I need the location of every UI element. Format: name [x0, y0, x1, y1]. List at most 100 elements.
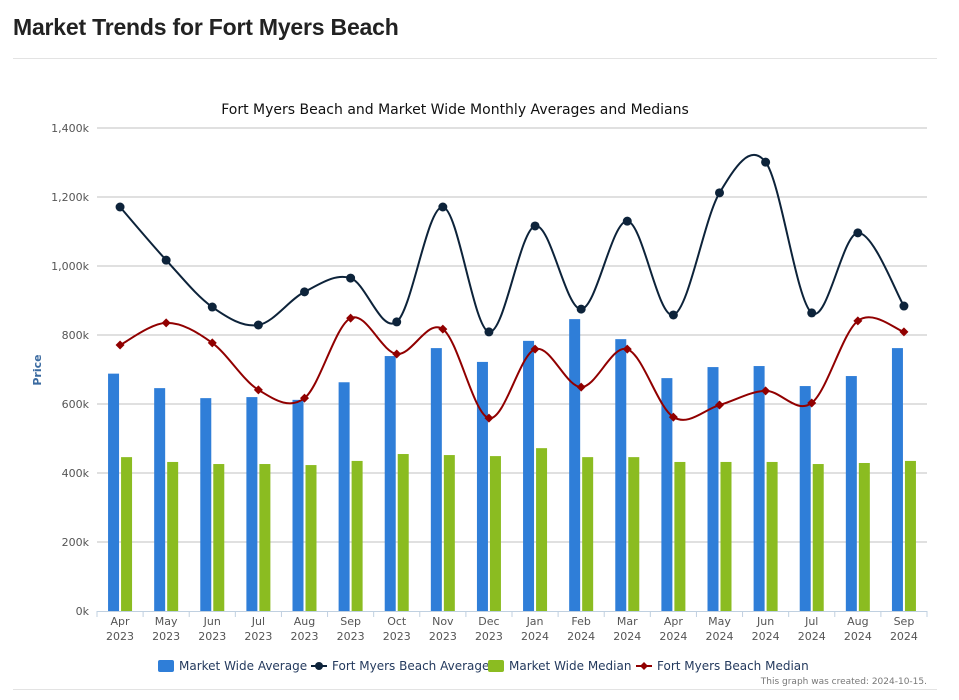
x-tick-label-year: 2024 — [659, 630, 687, 643]
legend-label: Fort Myers Beach Average — [332, 659, 489, 673]
x-tick-label-year: 2023 — [291, 630, 319, 643]
fort-myers-beach-median-point — [576, 382, 586, 392]
legend-item-market-wide-average[interactable]: Market Wide Average — [158, 659, 307, 673]
x-tick-label-month: Dec — [478, 615, 499, 628]
fort-myers-beach-average-point — [438, 202, 448, 212]
legend-item-fort-myers-beach-average[interactable]: Fort Myers Beach Average — [311, 659, 489, 673]
x-tick-label-year: 2023 — [475, 630, 503, 643]
market-wide-average-bar — [108, 373, 120, 611]
legend-label: Market Wide Average — [179, 659, 307, 673]
x-tick-label-month: Jul — [251, 615, 265, 628]
x-tick-label-month: Jul — [804, 615, 818, 628]
market-wide-average-bar — [384, 356, 396, 611]
market-wide-average-bar — [430, 348, 442, 611]
legend-item-fort-myers-beach-median[interactable]: Fort Myers Beach Median — [636, 659, 809, 673]
market-wide-median-bar — [121, 457, 133, 611]
fort-myers-beach-average-line — [119, 154, 905, 333]
x-tick-label-month: Sep — [340, 615, 361, 628]
chart-title: Fort Myers Beach and Market Wide Monthly… — [221, 102, 689, 118]
legend-marker-fort-myers-beach-average — [315, 662, 323, 670]
bottom-divider — [13, 689, 937, 690]
market-wide-average-bar — [246, 397, 258, 611]
fort-myers-beach-average-point — [576, 304, 586, 314]
fort-myers-beach-average-point — [899, 301, 909, 311]
market-wide-median-bar — [582, 457, 594, 611]
market-wide-average-bar — [799, 386, 811, 611]
legend-swatch-market-wide-median — [488, 660, 504, 672]
x-tick-label-year: 2024 — [567, 630, 595, 643]
fort-myers-beach-median-point — [392, 349, 402, 359]
market-wide-median-bar — [628, 457, 640, 611]
x-tick-label-year: 2023 — [106, 630, 134, 643]
x-axis: Apr 2023 May 2023 Jun 2023 Jul 2023 Aug 2023 Sep 20… — [96, 611, 928, 643]
fort-myers-beach-average-point — [761, 157, 771, 167]
fort-myers-beach-median-point — [438, 324, 448, 334]
fort-myers-beach-average-point — [346, 273, 356, 283]
legend-item-market-wide-median[interactable]: Market Wide Median — [488, 659, 631, 673]
y-axis-ticks: 0k 200k 400k 600k 800k 1,000k 1,200k 1,400k — [51, 122, 89, 618]
market-wide-average-bar — [753, 366, 765, 611]
fort-myers-beach-average-point — [622, 216, 632, 226]
y-tick-label: 0k — [76, 605, 90, 618]
fort-myers-beach-median-point — [207, 338, 217, 348]
market-wide-median-bar — [259, 464, 271, 611]
fort-myers-beach-average-point — [715, 188, 724, 198]
fort-myers-beach-median-point — [715, 400, 724, 410]
market-wide-average-bar — [891, 348, 903, 611]
fort-myers-beach-average-point — [484, 327, 494, 337]
x-tick-label-month: Oct — [387, 615, 407, 628]
market-wide-median-bar — [305, 465, 317, 611]
market-wide-median-bar — [397, 454, 409, 611]
x-tick-label-month: Aug — [294, 615, 315, 628]
market-wide-median-bar — [858, 462, 870, 611]
market-wide-median-bar — [351, 460, 363, 611]
legend-marker-fort-myers-beach-median — [640, 662, 648, 670]
fort-myers-beach-average-point — [530, 221, 540, 231]
fort-myers-beach-average-point — [300, 287, 309, 297]
x-tick-label-month: Apr — [664, 615, 684, 628]
market-wide-median-bar — [766, 461, 778, 611]
fort-myers-beach-median-point — [899, 327, 909, 337]
market-wide-average-bar — [154, 388, 166, 611]
market-wide-average-bar — [200, 398, 212, 611]
x-tick-label-month: Nov — [432, 615, 454, 628]
y-tick-label: 600k — [62, 398, 90, 411]
fort-myers-beach-average-point — [807, 308, 817, 318]
x-tick-label-year: 2023 — [337, 630, 365, 643]
x-tick-label-month: May — [155, 615, 178, 628]
x-tick-label-month: Jan — [526, 615, 544, 628]
x-tick-label-year: 2024 — [706, 630, 734, 643]
fort-myers-beach-average-point — [207, 302, 217, 312]
fort-myers-beach-median-point — [161, 318, 171, 328]
x-tick-label-year: 2023 — [383, 630, 411, 643]
market-wide-median-bar — [904, 460, 916, 611]
page-title: Market Trends for Fort Myers Beach — [13, 14, 399, 40]
fort-myers-beach-median-point — [807, 398, 817, 408]
market-wide-average-bar — [476, 361, 488, 611]
x-tick-label-year: 2024 — [890, 630, 918, 643]
x-tick-label-month: Sep — [894, 615, 915, 628]
x-tick-label-month: Jun — [203, 615, 221, 628]
market-wide-median-bar — [812, 464, 824, 611]
legend-swatch-market-wide-average — [158, 660, 174, 672]
market-wide-average-bar — [292, 399, 304, 611]
market-wide-average-bar — [707, 367, 719, 611]
fort-myers-beach-average-point — [161, 255, 171, 265]
y-axis-label: Price — [31, 354, 44, 385]
market-wide-median-bar — [720, 461, 732, 611]
x-tick-label-year: 2023 — [244, 630, 272, 643]
fort-myers-beach-median-point — [115, 340, 125, 350]
fort-myers-beach-median-point — [668, 412, 678, 422]
market-wide-median-bar — [674, 461, 686, 611]
x-tick-label-month: May — [708, 615, 731, 628]
grid-lines — [97, 127, 927, 543]
market-wide-median-bar — [213, 464, 225, 611]
x-tick-label-year: 2024 — [613, 630, 641, 643]
x-tick-label-year: 2024 — [798, 630, 826, 643]
fort-myers-beach-median-point — [761, 386, 771, 396]
fort-myers-beach-average-point — [392, 317, 402, 327]
legend: Market Wide Average Fort Myers Beach Aver… — [158, 659, 809, 673]
lines — [115, 154, 909, 423]
legend-label: Fort Myers Beach Median — [657, 659, 809, 673]
